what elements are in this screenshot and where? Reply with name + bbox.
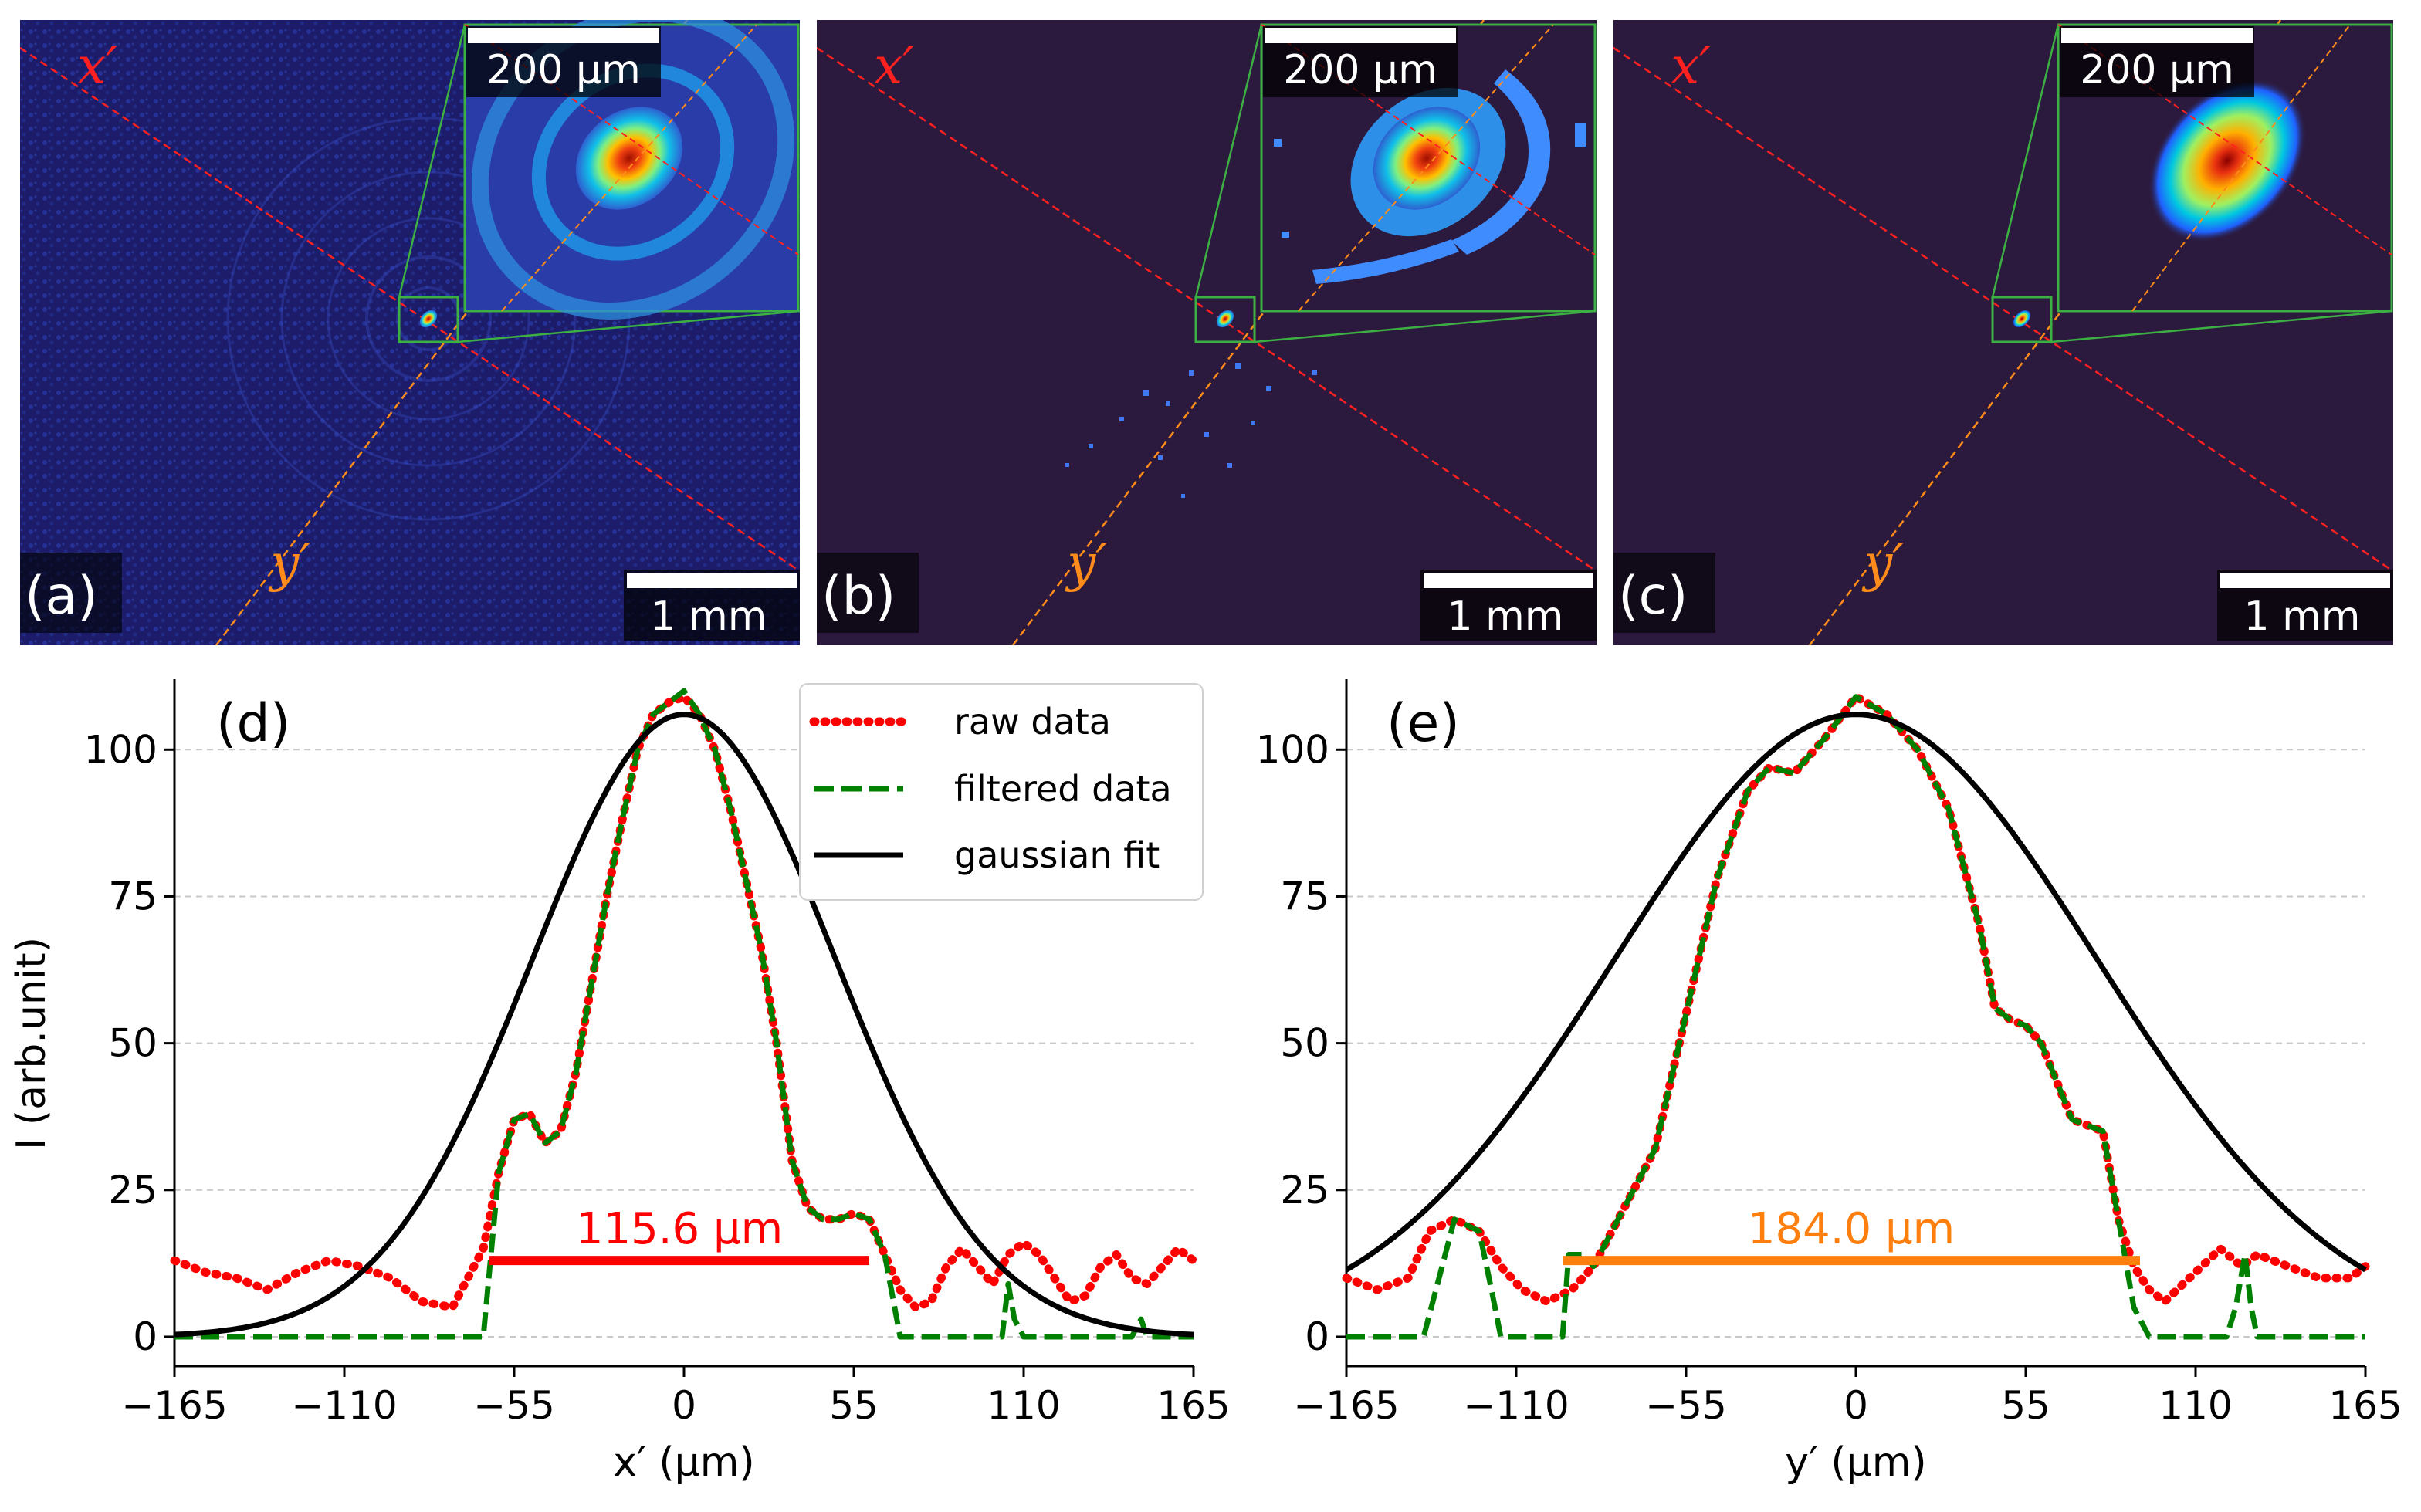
- series-filtered-data: [1346, 694, 2365, 1340]
- panel-c-y-label: y′: [1861, 533, 1904, 593]
- x-tick-label: −55: [1645, 1383, 1727, 1428]
- x-tick-label: 55: [829, 1383, 879, 1428]
- panel-b-y-label: y′: [1065, 533, 1107, 593]
- panel-b-connector-top: [1194, 24, 1263, 298]
- panel-a-scale-bar: [627, 573, 797, 588]
- panel-b-inset: 200 μm: [1260, 23, 1597, 313]
- y-tick-label: 25: [108, 1168, 157, 1213]
- image-panel-b: 200 μm x′ y′ (b) 1 mm: [817, 20, 1597, 645]
- panel-a-y-label: y′: [268, 533, 310, 593]
- panel-b-y-axis-line: [1012, 20, 1485, 645]
- panel-b-scale-bar: [1424, 573, 1593, 588]
- panel-b-noise-specks: [1065, 363, 1317, 498]
- legend-label-filtered: filtered data: [954, 768, 1172, 810]
- plot-d-letter: (d): [216, 693, 290, 754]
- y-tick-label: 75: [1280, 874, 1329, 918]
- series-gaussian-fit: [1345, 712, 2367, 1273]
- x-axis-title: x′ (μm): [613, 1439, 754, 1486]
- panel-c-y-axis-line: [1809, 20, 2281, 645]
- panel-b-connector-bottom: [1254, 310, 1596, 343]
- panel-c-inset-scale-bar: [2061, 28, 2253, 43]
- panel-a-beam-spot: [419, 310, 438, 328]
- panel-b-beam-spot: [1216, 310, 1234, 328]
- panel-a-x-label: x′: [77, 36, 117, 96]
- panel-a-y-axis-line: [215, 20, 688, 645]
- panel-b-x-axis-line: [817, 46, 1597, 573]
- panel-c-letter: (c): [1618, 566, 1688, 627]
- y-tick-label: 100: [1256, 727, 1329, 772]
- x-tick-label: 165: [2328, 1383, 2402, 1428]
- y-tick-label: 75: [108, 874, 157, 918]
- x-tick-label: 165: [1156, 1383, 1230, 1428]
- panel-c-zoom-box: [1991, 296, 2053, 343]
- series-raw-data: [170, 692, 1198, 1312]
- y-tick-label: 100: [84, 727, 157, 772]
- panel-a-connector-bottom: [457, 310, 800, 343]
- panel-a-scale-label: 1 mm: [651, 594, 767, 640]
- panel-b-scale-label: 1 mm: [1448, 594, 1564, 640]
- legend-label-fit: gaussian fit: [954, 834, 1160, 876]
- panel-b-x-label: x′: [874, 36, 914, 96]
- panel-a-connector-top: [398, 24, 466, 298]
- y-tick-label: 25: [1280, 1168, 1329, 1213]
- panel-c-scale-label: 1 mm: [2244, 594, 2361, 640]
- x-tick-label: −110: [291, 1383, 397, 1428]
- panel-c-x-axis-line: [1613, 46, 2393, 573]
- panel-c-inset-scale-label: 200 μm: [2080, 47, 2234, 93]
- series-raw-data: [1342, 692, 2370, 1306]
- image-panel-c: 200 μm x′ y′ (c) 1 mm: [1613, 20, 2393, 645]
- y-tick-label: 50: [108, 1021, 157, 1066]
- image-panel-a: 200 μm x′ y′ (a) 1 mm: [20, 20, 800, 645]
- panel-a-inset-scale-label: 200 μm: [486, 47, 641, 93]
- series-gaussian-fit: [174, 712, 1194, 1338]
- plot-e-letter: (e): [1387, 693, 1460, 754]
- fwhm-label: 115.6 μm: [576, 1204, 783, 1254]
- x-tick-label: 0: [1844, 1383, 1868, 1428]
- panel-c-inset: 200 μm: [2057, 23, 2393, 313]
- x-tick-label: −165: [121, 1383, 227, 1428]
- x-tick-label: −165: [1293, 1383, 1399, 1428]
- panel-b-zoom-box: [1194, 296, 1256, 343]
- x-tick-label: 55: [2001, 1383, 2050, 1428]
- panel-b-inset-scale-label: 200 μm: [1283, 47, 1437, 93]
- panel-a-letter: (a): [25, 566, 98, 627]
- panel-a-zoom-box: [398, 296, 459, 343]
- panel-b-letter: (b): [821, 566, 896, 627]
- panel-a-x-axis-line: [20, 46, 800, 573]
- x-axis-title: y′ (μm): [1785, 1439, 1926, 1486]
- panel-c-connector-top: [1991, 24, 2060, 298]
- x-tick-label: 110: [987, 1383, 1060, 1428]
- panel-a-rings: [226, 117, 631, 521]
- legend-label-raw: raw data: [954, 701, 1111, 742]
- panel-a-inset-scale-bar: [468, 28, 659, 43]
- panel-c-x-label: x′: [1671, 36, 1711, 96]
- y-tick-label: 50: [1280, 1021, 1329, 1066]
- y-tick-label: 0: [133, 1314, 157, 1359]
- panel-b-inset-scale-bar: [1265, 28, 1456, 43]
- panel-c-connector-bottom: [2050, 310, 2392, 343]
- fwhm-label: 184.0 μm: [1748, 1204, 1955, 1254]
- panel-a-inset: 200 μm: [463, 20, 800, 320]
- y-tick-label: 0: [1305, 1314, 1329, 1359]
- x-tick-label: 0: [672, 1383, 696, 1428]
- x-tick-label: −110: [1463, 1383, 1569, 1428]
- y-axis-title: I (arb.unit): [8, 937, 55, 1150]
- x-tick-label: −55: [473, 1383, 555, 1428]
- x-tick-label: 110: [2159, 1383, 2232, 1428]
- panel-c-scale-bar: [2220, 573, 2390, 588]
- legend-box: [799, 683, 1204, 901]
- legend: raw data filtered data gaussian fit: [799, 683, 1204, 901]
- series-filtered-data: [174, 688, 1194, 1340]
- panel-c-beam-spot: [2013, 310, 2031, 328]
